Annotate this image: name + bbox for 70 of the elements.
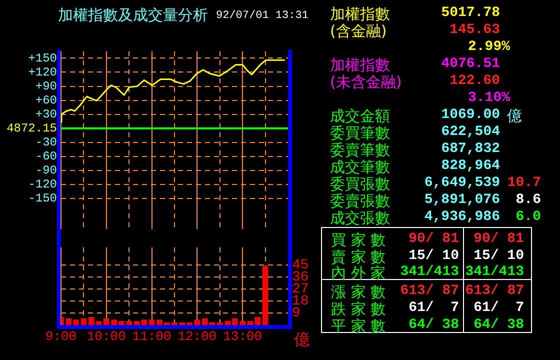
- text: 613/ 87: [400, 283, 459, 300]
- text: 341/413: [400, 264, 459, 280]
- text: 341/413: [465, 264, 524, 280]
- text: 委賣筆數: [330, 141, 390, 159]
- text: 2.99%: [468, 39, 510, 55]
- x-tick-label: 11:00: [132, 329, 172, 344]
- bar: [194, 320, 200, 325]
- text: 加權指數: [330, 5, 390, 24]
- text: 613/ 87: [465, 283, 524, 300]
- y-tick-label: -120: [28, 178, 57, 192]
- text: 3.10%: [468, 90, 510, 106]
- text: 61/ 7: [474, 300, 524, 316]
- text: 賣 家 數: [331, 248, 386, 266]
- bar: [262, 266, 268, 325]
- x-tick-label: 13:00: [223, 329, 262, 344]
- text: 6,649,539: [424, 175, 500, 191]
- x-tick-label: 10:00: [86, 329, 126, 344]
- bar: [80, 318, 87, 325]
- y-tick-label: +30: [35, 107, 57, 122]
- y-axis-title: 億: [294, 330, 310, 351]
- text: 828,964: [441, 158, 500, 174]
- text: 成交筆數: [330, 158, 390, 176]
- text: 買 家 數: [331, 231, 386, 249]
- text: 委買張數: [330, 175, 390, 194]
- text: 成交金額: [330, 107, 390, 126]
- text: (含金融): [330, 22, 387, 41]
- text: 5017.78: [441, 5, 500, 21]
- text: 15/ 10: [474, 248, 524, 264]
- text: 4872.15: [6, 121, 57, 136]
- text: 內 外 家: [331, 264, 386, 284]
- text: 6.0: [516, 209, 541, 225]
- text: 8.6: [516, 192, 541, 208]
- text: 成交張數: [330, 209, 390, 228]
- y-tick-label: -30: [35, 136, 57, 150]
- text: 687,832: [441, 141, 500, 157]
- y-tick-label: -150: [28, 192, 57, 206]
- y-tick-label: +150: [28, 51, 57, 66]
- text: 122.60: [450, 73, 500, 89]
- text: 5,891,076: [424, 192, 500, 208]
- text: 平 家 數: [331, 316, 386, 336]
- text: 委買筆數: [330, 124, 390, 142]
- text: 10.7: [507, 175, 541, 191]
- y-tick-label: -60: [35, 150, 57, 164]
- text: 15/ 10: [408, 248, 459, 264]
- text: 622,504: [441, 124, 500, 140]
- bar: [148, 320, 155, 325]
- y-tick-label: +120: [28, 65, 57, 80]
- x-tick-label: 9:00: [45, 329, 77, 344]
- text: 4,936,986: [424, 209, 500, 225]
- text: 跌 家 數: [331, 300, 386, 318]
- text: 委賣張數: [330, 192, 390, 210]
- chart-subtitle: 92/07/01 13:31: [216, 10, 308, 22]
- text: 64/ 38: [474, 316, 524, 332]
- text: 漲 家 數: [331, 283, 386, 302]
- y-tick-label: +60: [35, 93, 57, 108]
- text: 61/ 7: [408, 300, 459, 316]
- text: 90/ 81: [408, 231, 459, 247]
- chart-title: 加權指數及成交量分析: [58, 6, 208, 25]
- text: 90/ 81: [474, 231, 524, 247]
- y-tick-label: -90: [35, 164, 57, 178]
- text: 4076.51: [441, 56, 500, 72]
- text: 億: [507, 107, 522, 126]
- x-tick-label: 12:00: [178, 329, 217, 344]
- text: 145.63: [450, 22, 500, 38]
- bar: [172, 322, 178, 325]
- text: (未含金融): [330, 73, 402, 92]
- text: 64/ 38: [408, 316, 459, 332]
- text: 1069.00: [441, 107, 500, 123]
- y-tick-label: +90: [35, 79, 57, 94]
- text: 加權指數: [330, 56, 390, 74]
